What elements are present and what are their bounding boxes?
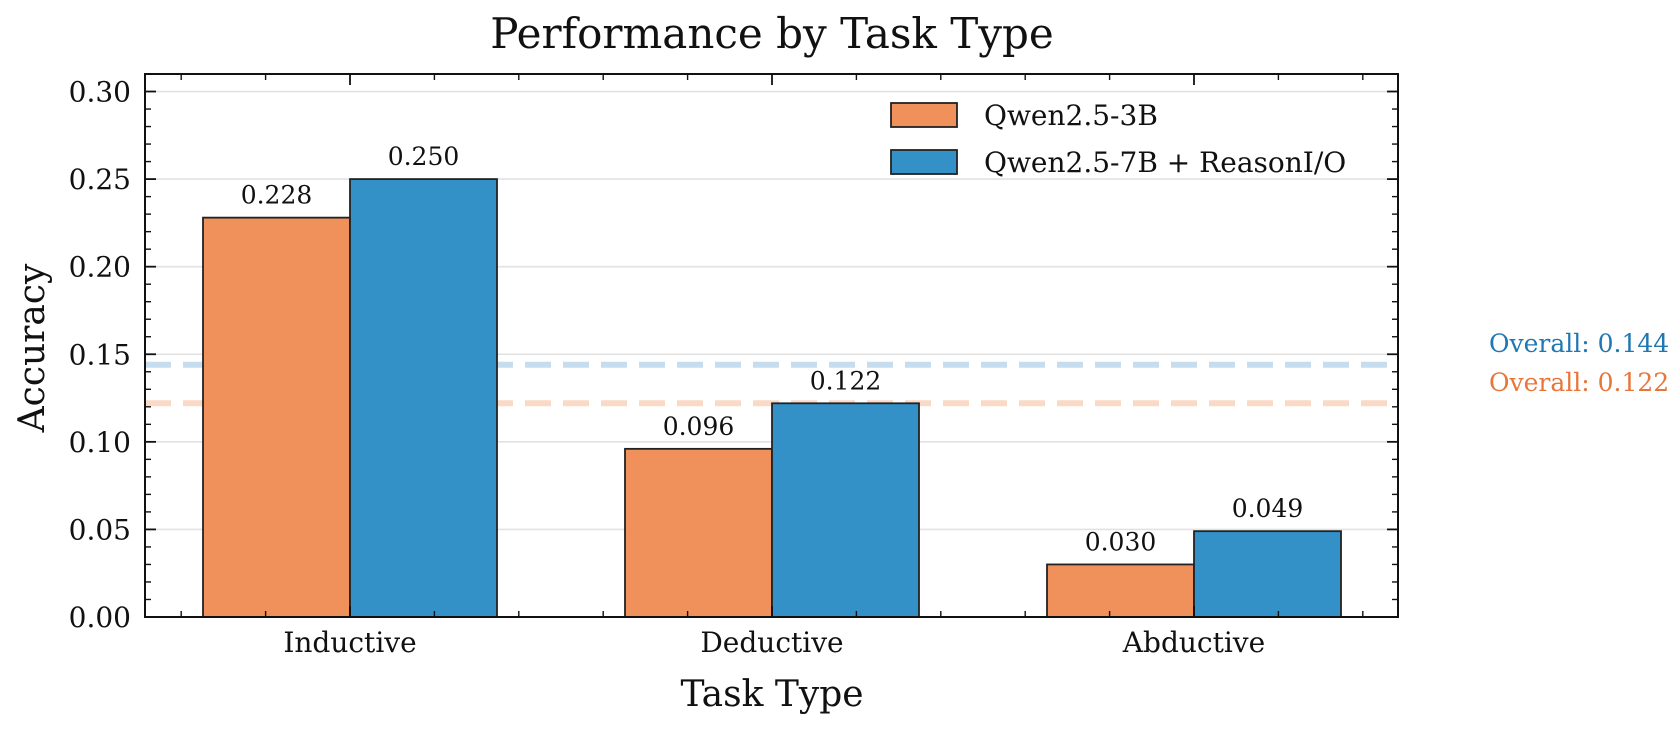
axes: 0.00 0.05 0.10 0.15 0.20 0.25 0.30 Inductive Ded… xyxy=(69,73,1399,659)
bar-value-label: 0.030 xyxy=(1085,527,1157,556)
bar-abductive-series-1 xyxy=(1046,563,1195,618)
bar-inductive-series-1 xyxy=(202,216,351,618)
x-tick-label: Deductive xyxy=(700,626,843,659)
y-tick-label: 0.05 xyxy=(69,513,131,546)
bar-inductive-series-2 xyxy=(349,178,498,618)
legend-swatch xyxy=(890,102,958,128)
bar-deductive-series-2 xyxy=(771,402,920,618)
overall-label: Overall: 0.144 xyxy=(1489,329,1669,358)
y-axis-title: Accuracy xyxy=(12,263,53,433)
y-tick-label: 0.15 xyxy=(69,338,131,371)
x-axis-title: Task Type xyxy=(680,674,863,715)
legend-label: Qwen2.5-7B + ReasonI/O xyxy=(984,146,1346,179)
overall-label: Overall: 0.122 xyxy=(1489,368,1669,397)
chart-title: Performance by Task Type xyxy=(490,9,1053,58)
bars: 0.228 0.096 0.030 0.250 0.122 0.049 xyxy=(202,142,1342,618)
y-tick-label: 0.20 xyxy=(69,251,131,284)
bar-value-label: 0.049 xyxy=(1232,494,1304,523)
legend-swatch xyxy=(890,149,958,175)
bar-abductive-series-2 xyxy=(1193,530,1342,618)
y-tick-label: 0.25 xyxy=(69,163,131,196)
x-tick-label: Inductive xyxy=(283,626,416,659)
y-tick-label: 0.10 xyxy=(69,426,131,459)
bar-value-label: 0.228 xyxy=(241,181,313,210)
bar-value-label: 0.250 xyxy=(388,142,460,171)
bar-value-label: 0.096 xyxy=(663,412,735,441)
legend-label: Qwen2.5-3B xyxy=(984,99,1158,132)
bar-deductive-series-1 xyxy=(624,447,773,618)
y-tick-label: 0.30 xyxy=(69,76,131,109)
x-tick-label: Abductive xyxy=(1122,626,1265,659)
y-tick-label: 0.00 xyxy=(69,601,131,634)
legend: Qwen2.5-3B Qwen2.5-7B + ReasonI/O xyxy=(890,99,1346,179)
bar-value-label: 0.122 xyxy=(810,366,882,395)
